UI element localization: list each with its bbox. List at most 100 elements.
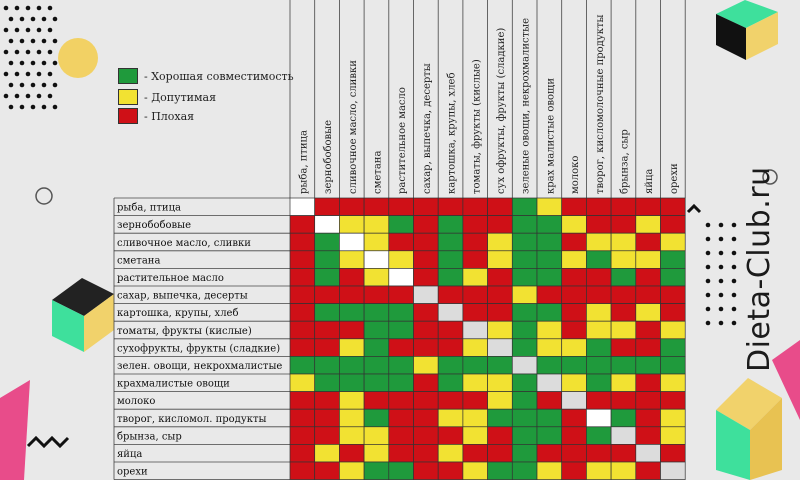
dot-decoration [52, 104, 58, 110]
pink-triangle-decoration-right [772, 340, 800, 420]
heatmap-cell [511, 356, 538, 375]
heatmap-cell [511, 391, 538, 410]
column-label: орехи [669, 163, 680, 194]
row-label: растительное масло [117, 273, 224, 284]
heatmap-cell [511, 268, 538, 287]
heatmap-cell [289, 268, 316, 287]
heatmap-cell [586, 373, 612, 392]
heatmap-cell [363, 391, 390, 410]
dot-decoration [718, 222, 724, 228]
dot-decoration [731, 278, 737, 284]
heatmap-cell [413, 461, 439, 480]
row-label: творог, кисломол. продукты [117, 414, 267, 425]
heatmap-cell [363, 232, 390, 252]
legend-item-good: - Хорошая совместимость [118, 68, 294, 84]
column-label: зернобобовые [323, 120, 334, 194]
heatmap-cell [635, 391, 661, 410]
dot-decoration [25, 93, 31, 99]
heatmap-cell [462, 197, 488, 216]
heatmap-cell [413, 444, 439, 463]
heatmap-cell [536, 444, 563, 463]
heatmap-cell [487, 285, 513, 304]
heatmap-cell [635, 232, 661, 252]
heatmap-cell [610, 408, 637, 428]
legend-swatch-bad [118, 108, 138, 124]
dot-decoration [25, 71, 31, 77]
row-label: молоко [117, 396, 155, 407]
heatmap-cell [289, 408, 316, 428]
dot-decoration [8, 60, 14, 66]
heatmap-cell [314, 285, 340, 304]
heatmap-cell [511, 373, 538, 392]
heatmap-cell [314, 338, 340, 357]
heatmap-cell [487, 303, 513, 322]
heatmap-cell [487, 215, 513, 234]
row-label: зелен. овощи, некрохмалистые [117, 361, 282, 372]
heatmap-cell [635, 320, 661, 340]
row-label: сухофрукты, фрукты (сладкие) [117, 343, 280, 354]
heatmap-cell [487, 373, 513, 392]
heatmap-cell [536, 338, 563, 357]
row-label: рыба, птица [117, 203, 181, 214]
dot-decoration [30, 82, 36, 88]
heatmap-cell [610, 303, 637, 322]
heatmap-cell [363, 285, 390, 304]
heatmap-cell [610, 197, 637, 216]
column-label: зеленые овощи, некрохмалистые [521, 18, 532, 194]
heatmap-cell [437, 250, 464, 269]
heatmap-cell [561, 338, 587, 357]
heatmap-cell [388, 215, 414, 234]
legend-item-ok: - Допутимая [118, 89, 216, 105]
dot-decoration [731, 292, 737, 298]
heatmap-cell [561, 408, 587, 428]
heatmap-cell [536, 232, 563, 252]
heatmap-cell [289, 426, 316, 445]
dot-decoration [718, 320, 724, 326]
heatmap-cell [289, 444, 316, 463]
heatmap-cell [413, 232, 439, 252]
heatmap-cell [660, 426, 686, 445]
heatmap-cell [511, 232, 538, 252]
heatmap-cell [586, 391, 612, 410]
dot-decoration [3, 5, 9, 11]
heatmap-cell [462, 250, 488, 269]
heatmap-cell [561, 426, 587, 445]
dot-decoration [30, 16, 36, 22]
heatmap-cell [561, 320, 587, 340]
heatmap-cell [586, 232, 612, 252]
row-label: яйца [117, 449, 142, 460]
dot-decoration [25, 49, 31, 55]
dot-decoration [705, 250, 711, 256]
heatmap-cell [388, 461, 414, 480]
heatmap-cell [487, 320, 513, 340]
dot-decoration [731, 250, 737, 256]
dot-decoration [47, 49, 53, 55]
heatmap-cell [289, 285, 316, 304]
row-label: картошка, крупы, хлеб [117, 308, 238, 319]
heatmap-cell [487, 197, 513, 216]
heatmap-cell [462, 232, 488, 252]
row-label: брынза, сыр [117, 431, 182, 442]
heatmap-cell [363, 250, 390, 269]
heatmap-cell [289, 303, 316, 322]
heatmap-cell [388, 408, 414, 428]
heatmap-cell [462, 408, 488, 428]
heatmap-cell [413, 303, 439, 322]
heatmap-cell [487, 461, 513, 480]
heatmap-cell [388, 391, 414, 410]
heatmap-cell [437, 408, 464, 428]
column-label: молоко [570, 156, 581, 194]
heatmap-cell [339, 444, 365, 463]
dot-decoration [718, 292, 724, 298]
heatmap-cell [586, 303, 612, 322]
row-label: орехи [117, 467, 148, 478]
heatmap-cell [511, 461, 538, 480]
heatmap-cell [388, 232, 414, 252]
cube-decoration-bottom-right [716, 378, 782, 480]
heatmap-cell [363, 338, 390, 357]
heatmap-cell [536, 285, 563, 304]
dot-decoration [36, 93, 42, 99]
heatmap-cell [610, 391, 637, 410]
heatmap-cell [437, 320, 464, 340]
heatmap-cell [536, 197, 563, 216]
